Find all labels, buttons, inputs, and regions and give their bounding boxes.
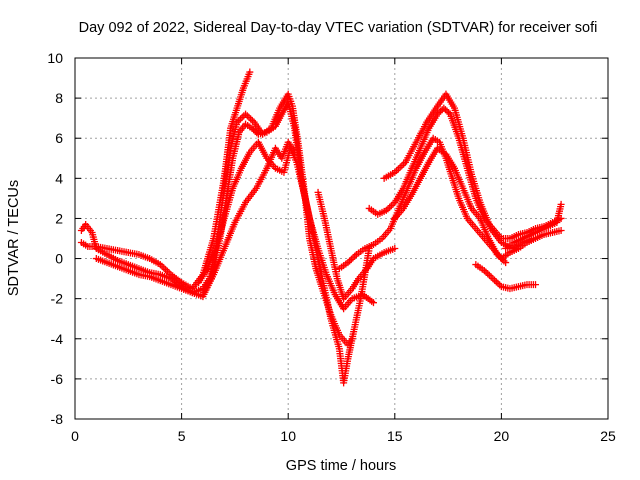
data-point-marker <box>494 279 502 287</box>
data-point-marker <box>251 127 259 135</box>
data-point-marker <box>248 117 256 125</box>
data-point-marker <box>492 278 500 286</box>
chart-title: Day 092 of 2022, Sidereal Day-to-day VTE… <box>79 20 598 36</box>
data-point-marker <box>398 162 406 170</box>
data-points <box>77 68 565 387</box>
y-tick-label: -2 <box>51 291 64 307</box>
x-tick-label: 15 <box>387 428 403 444</box>
y-axis-label: SDTVAR / TECUs <box>6 180 22 296</box>
y-tick-label: -8 <box>51 411 64 427</box>
data-point-marker <box>437 107 445 115</box>
data-point-marker <box>245 113 253 121</box>
data-point-marker <box>445 109 453 117</box>
series-track-4 <box>195 138 373 387</box>
data-point-marker <box>441 106 449 114</box>
data-point-marker <box>394 165 402 173</box>
data-point-marker <box>246 68 254 76</box>
series-track-5 <box>199 138 299 299</box>
series-track-10 <box>391 144 510 267</box>
data-point-marker <box>369 299 377 307</box>
data-point-marker <box>502 259 510 267</box>
series-track-12 <box>502 200 565 253</box>
plot-frame <box>74 57 609 420</box>
series-track-6 <box>314 188 399 303</box>
x-tick-label: 25 <box>600 428 616 444</box>
x-tick-label: 0 <box>71 428 79 444</box>
data-point-marker <box>557 226 565 234</box>
data-point-marker <box>162 266 170 274</box>
data-point-marker <box>250 126 258 134</box>
data-point-marker <box>253 129 261 137</box>
data-point-marker <box>248 124 256 132</box>
data-point-marker <box>557 200 565 208</box>
data-point-marker <box>489 275 497 283</box>
data-point-marker <box>247 115 255 123</box>
data-point-marker <box>160 264 168 272</box>
x-tick-label: 10 <box>280 428 296 444</box>
y-tick-label: -6 <box>51 371 64 387</box>
data-point-marker <box>396 163 404 171</box>
data-point-marker <box>291 148 299 156</box>
data-point-marker <box>236 115 244 123</box>
y-tick-label: 8 <box>55 90 63 106</box>
y-tick-label: 6 <box>55 130 63 146</box>
data-point-marker <box>351 252 359 260</box>
data-point-marker <box>242 110 250 118</box>
data-point-marker <box>484 270 492 278</box>
axis-ticks: 0 5 10 15 20 25 -8 -6 -4 -2 0 2 4 6 8 10 <box>47 50 616 444</box>
data-point-marker <box>386 203 394 211</box>
data-point-marker <box>391 245 399 253</box>
data-point-marker <box>491 276 499 284</box>
y-tick-label: 10 <box>47 50 63 66</box>
data-point-marker <box>443 107 451 115</box>
y-tick-label: 2 <box>55 210 63 226</box>
y-tick-label: -4 <box>51 331 64 347</box>
data-point-marker <box>387 202 395 210</box>
data-point-marker <box>482 268 490 276</box>
data-point-marker <box>440 104 448 112</box>
series-track-9 <box>380 90 537 253</box>
series-track-2 <box>77 90 356 349</box>
data-point-marker <box>243 112 251 120</box>
series-track-11 <box>472 261 540 293</box>
x-tick-label: 5 <box>178 428 186 444</box>
data-point-marker <box>347 255 355 263</box>
y-tick-label: 0 <box>55 251 63 267</box>
x-tick-label: 20 <box>494 428 510 444</box>
data-point-marker <box>238 113 246 121</box>
x-axis-label: GPS time / hours <box>286 458 396 474</box>
data-point-marker <box>346 257 354 265</box>
data-point-marker <box>349 254 357 262</box>
data-point-marker <box>487 273 495 281</box>
data-point-marker <box>485 271 493 279</box>
y-tick-label: 4 <box>55 170 63 186</box>
data-point-marker <box>532 281 540 289</box>
